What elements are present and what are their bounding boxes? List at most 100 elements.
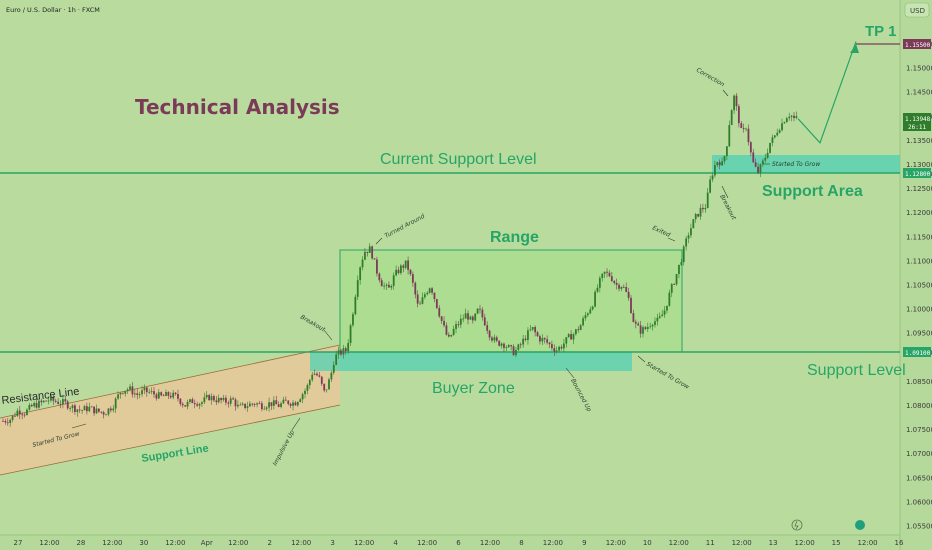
- candle-up: [26, 409, 28, 415]
- candle-down: [270, 402, 273, 406]
- candle-up: [138, 394, 141, 396]
- candle-up: [699, 207, 702, 217]
- candle-down: [548, 342, 551, 345]
- candle-up: [596, 287, 599, 292]
- candle-up: [531, 327, 534, 330]
- candle-down: [737, 106, 740, 124]
- candle-down: [131, 386, 134, 395]
- time-tick-label: 27: [14, 539, 23, 547]
- candle-down: [388, 284, 390, 288]
- price-tick-label: 1.08000: [906, 402, 932, 410]
- candle-down: [121, 392, 124, 394]
- candle-up: [390, 285, 393, 288]
- time-tick-label: 30: [139, 539, 148, 547]
- time-tick-label: 8: [519, 539, 523, 547]
- candle-down: [606, 271, 608, 273]
- currency-button-label[interactable]: USD: [910, 7, 925, 15]
- candle-up: [706, 192, 709, 208]
- currency-button[interactable]: USD: [904, 2, 930, 18]
- candle-down: [215, 400, 218, 403]
- candle-down: [162, 395, 165, 397]
- candle-down: [443, 320, 445, 326]
- candle-up: [668, 292, 671, 306]
- time-tick-label: 3: [330, 539, 334, 547]
- price-tick-label: 1.11500: [906, 233, 932, 241]
- candle-down: [747, 128, 750, 143]
- candle-up: [680, 262, 683, 265]
- candle-down: [793, 115, 795, 119]
- price-tick-label: 1.06500: [906, 474, 932, 482]
- market-status-icon[interactable]: [855, 520, 865, 530]
- candle-up: [50, 396, 52, 401]
- candle-up: [421, 297, 424, 304]
- projection-path: [797, 41, 857, 144]
- time-tick-label: 12:00: [165, 539, 185, 547]
- candle-up: [272, 400, 275, 406]
- currency-button-frame[interactable]: [904, 2, 930, 18]
- candle-down: [673, 284, 676, 285]
- candle-up: [670, 284, 673, 293]
- candle-up: [239, 404, 242, 406]
- candle-up: [462, 318, 465, 320]
- candle-up: [47, 400, 50, 402]
- candle-up: [189, 399, 191, 402]
- candle-up: [591, 306, 594, 310]
- candle-up: [112, 408, 115, 411]
- candle-up: [773, 135, 776, 138]
- candle-up: [237, 404, 239, 407]
- candle-up: [325, 389, 328, 391]
- candle-up: [296, 401, 299, 406]
- candle-up: [690, 228, 692, 236]
- candle-up: [292, 402, 294, 406]
- candle-down: [615, 282, 618, 285]
- time-tick-label: 13: [769, 539, 778, 547]
- candle-down: [411, 274, 414, 283]
- candle-up: [256, 403, 258, 405]
- candle-up: [356, 280, 359, 297]
- price-tag-last-text: 1.13948: [905, 116, 931, 123]
- candle-down: [435, 299, 438, 309]
- candle-up: [114, 398, 117, 409]
- candle-up: [776, 132, 779, 136]
- price-tag-tp-bg: [903, 39, 931, 49]
- candle-up: [426, 292, 429, 295]
- candle-up: [392, 275, 395, 286]
- time-tick-label: 12:00: [795, 539, 815, 547]
- candle-up: [759, 164, 762, 173]
- candle-up: [306, 385, 309, 391]
- candle-down: [440, 316, 443, 321]
- price-tag-current-support: 1.12800: [903, 168, 931, 178]
- candle-down: [102, 412, 105, 415]
- candle-down: [543, 338, 546, 340]
- candle-up: [308, 379, 311, 386]
- candle-up: [395, 269, 398, 276]
- candle-up: [598, 278, 601, 288]
- candle-up: [88, 406, 91, 412]
- candle-up: [165, 392, 167, 396]
- candle-up: [33, 403, 36, 407]
- candle-up: [311, 374, 314, 380]
- candle-down: [177, 393, 179, 399]
- symbol-info[interactable]: Euro / U.S. Dollar · 1h · FXCM: [6, 6, 100, 14]
- time-tick-label: 2: [267, 539, 271, 547]
- candle-down: [431, 288, 433, 293]
- candle-up: [646, 327, 649, 330]
- candle-up: [248, 403, 251, 407]
- candle-down: [613, 281, 616, 283]
- candle-up: [584, 315, 587, 319]
- candle-up: [661, 314, 664, 317]
- time-tick-label: 12:00: [669, 539, 689, 547]
- candle-up: [666, 305, 668, 311]
- candle-up: [117, 394, 119, 399]
- candle-up: [766, 152, 769, 158]
- time-tick-label: 12:00: [857, 539, 877, 547]
- buyer-zone-label: Buyer Zone: [432, 380, 515, 397]
- candle-down: [510, 345, 513, 347]
- candle-down: [376, 259, 378, 274]
- candle-down: [416, 294, 419, 304]
- price-tick-label: 1.07500: [906, 426, 932, 434]
- candle-down: [287, 400, 290, 404]
- lightning-icon[interactable]: [791, 519, 803, 531]
- candle-up: [601, 273, 604, 279]
